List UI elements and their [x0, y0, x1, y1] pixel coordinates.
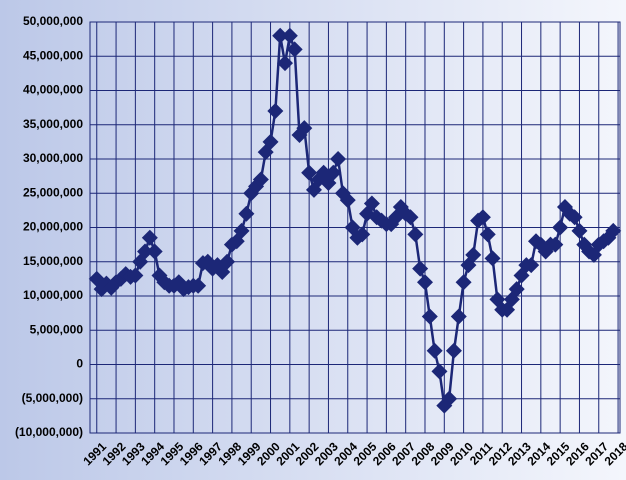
data-point	[474, 209, 491, 226]
data-point	[571, 222, 588, 239]
data-point	[412, 260, 429, 277]
y-tick-label: 50,000,000	[23, 14, 83, 28]
y-tick-label: 35,000,000	[23, 117, 83, 131]
data-point	[296, 120, 313, 137]
data-point	[421, 308, 438, 325]
data-point	[238, 205, 255, 222]
data-point	[441, 390, 458, 407]
data-point	[465, 246, 482, 263]
y-tick-label: 10,000,000	[23, 288, 83, 302]
data-point	[277, 55, 294, 72]
data-point	[146, 243, 163, 260]
data-point	[547, 236, 564, 253]
data-point	[339, 192, 356, 209]
data-point	[190, 277, 207, 294]
y-tick-label: 40,000,000	[23, 83, 83, 97]
data-point	[479, 226, 496, 243]
data-point	[252, 171, 269, 188]
y-tick-label: 25,000,000	[23, 185, 83, 199]
y-tick-label: 45,000,000	[23, 48, 83, 62]
data-point	[219, 253, 236, 270]
data-point	[363, 195, 380, 212]
y-tick-label: (5,000,000)	[22, 391, 83, 405]
data-point	[484, 250, 501, 267]
y-tick-label: 0	[76, 357, 83, 371]
data-point	[455, 274, 472, 291]
data-point	[330, 151, 347, 167]
y-tick-label: (10,000,000)	[15, 425, 83, 439]
data-point	[272, 27, 289, 44]
data-point	[416, 274, 433, 291]
data-point	[301, 164, 318, 181]
data-point	[354, 226, 371, 243]
data-point	[445, 342, 462, 359]
data-point	[552, 219, 569, 236]
data-point	[286, 41, 303, 58]
data-point	[566, 209, 583, 226]
data-point	[137, 243, 154, 260]
data-point	[605, 222, 622, 239]
data-point	[431, 363, 448, 380]
data-point	[503, 291, 520, 308]
data-point	[267, 103, 284, 120]
data-point	[281, 27, 298, 44]
data-point	[233, 222, 250, 239]
y-tick-label: 15,000,000	[23, 254, 83, 268]
data-point	[426, 342, 443, 359]
data-point	[402, 209, 419, 226]
y-tick-label: 20,000,000	[23, 220, 83, 234]
data-point	[127, 267, 144, 284]
data-point	[141, 229, 158, 246]
y-tick-label: 5,000,000	[30, 322, 84, 336]
data-point	[262, 133, 279, 150]
data-point	[407, 226, 424, 243]
data-point	[291, 127, 308, 144]
data-point	[523, 257, 540, 274]
data-point	[450, 308, 467, 325]
data-point	[325, 164, 342, 181]
data-point	[508, 281, 525, 298]
y-tick-label: 30,000,000	[23, 151, 83, 165]
